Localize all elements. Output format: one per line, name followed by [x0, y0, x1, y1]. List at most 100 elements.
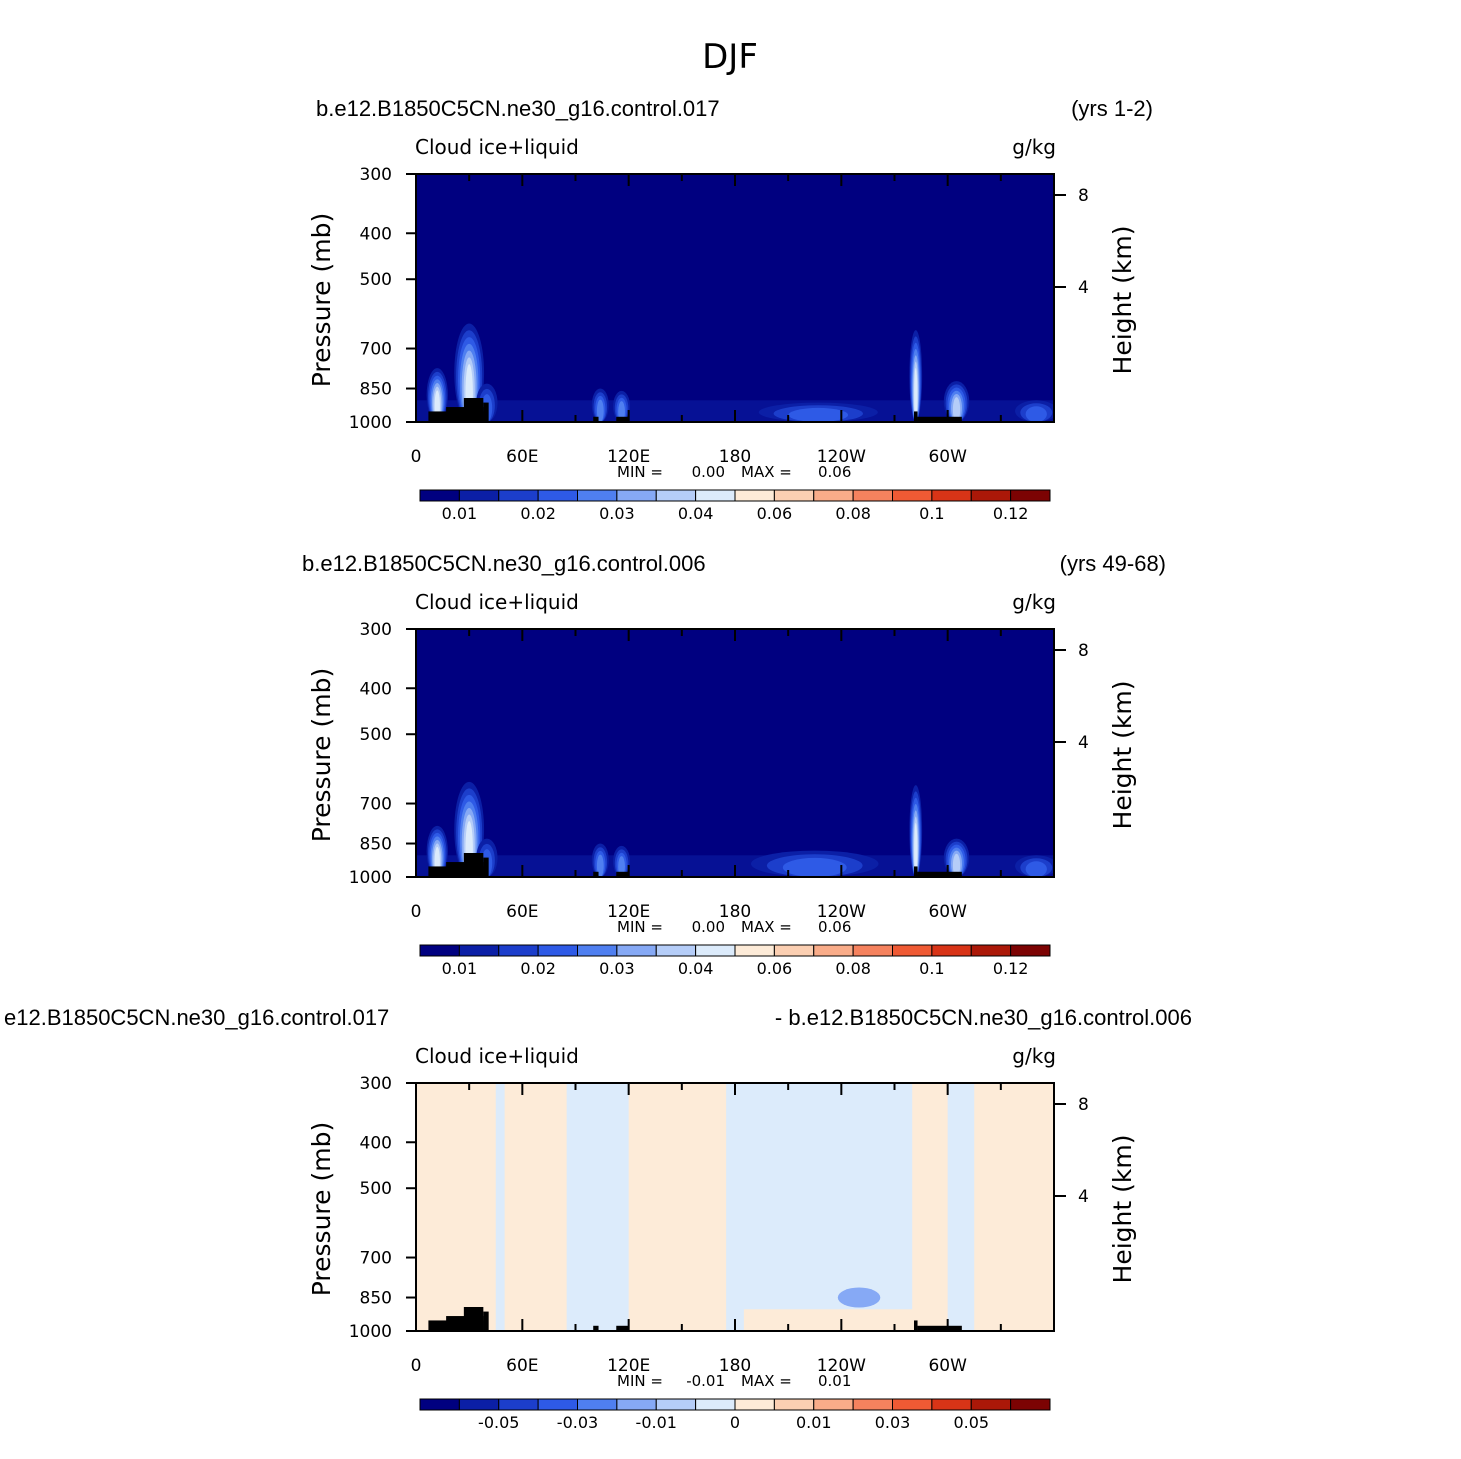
- colorbar-label: 0.03: [599, 504, 635, 523]
- colorbar: 0.01 0.02 0.03 0.04 0.06 0.08 0.1 0.12: [419, 944, 1051, 978]
- land-mask: [917, 871, 962, 877]
- x-tick-label: 60E: [506, 1356, 538, 1376]
- contour-maritime-w: [596, 854, 604, 877]
- colorbar-box: [695, 944, 736, 957]
- colorbar-box: [577, 489, 618, 502]
- colorbar-box: [419, 1398, 460, 1411]
- colorbar-box: [458, 944, 500, 957]
- land-mask: [483, 1311, 489, 1331]
- min-value: -0.01: [686, 1372, 725, 1390]
- y-tick-label: 700: [360, 1249, 392, 1269]
- colorbar-label: 0.08: [835, 504, 871, 523]
- x-tick-label: 180: [719, 902, 751, 922]
- case-label: e12.B1850C5CN.ne30_g16.control.017: [4, 1005, 389, 1030]
- colorbar-box: [616, 944, 657, 957]
- y2-tick-label: 4: [1078, 1187, 1089, 1207]
- min-value: 0.00: [692, 918, 725, 936]
- plot-area: [416, 1083, 1054, 1331]
- plot-area: [416, 629, 1054, 877]
- colorbar-box: [773, 944, 815, 957]
- y-tick-label: 850: [360, 835, 392, 855]
- colorbar-box: [773, 1398, 815, 1411]
- max-value: 0.06: [818, 918, 851, 936]
- x-tick-label: 120W: [817, 902, 866, 922]
- land-mask: [616, 416, 629, 422]
- colorbar-label: 0: [730, 1413, 740, 1432]
- colorbar-label: 0.03: [599, 959, 635, 978]
- max-label: MAX =: [741, 918, 792, 936]
- colorbar-box: [813, 1398, 854, 1411]
- y-axis-label: Pressure (mb): [307, 1122, 336, 1296]
- contour-maritime-w: [596, 399, 604, 422]
- colorbar-box: [1010, 489, 1051, 502]
- min-label: MIN =: [617, 463, 663, 481]
- positive-anomaly: [912, 1083, 948, 1331]
- y2-tick-label: 8: [1078, 1095, 1089, 1115]
- colorbar: 0.01 0.02 0.03 0.04 0.06 0.08 0.1 0.12: [419, 489, 1051, 523]
- positive-anomaly: [504, 1083, 567, 1331]
- colorbar-box: [1010, 1398, 1051, 1411]
- colorbar-box: [970, 944, 1012, 957]
- land-mask: [483, 402, 489, 422]
- colorbar-box: [734, 944, 775, 957]
- years-label: (yrs 49-68): [1060, 551, 1166, 576]
- colorbar-label: 0.06: [757, 959, 793, 978]
- land-mask: [917, 1325, 962, 1331]
- land-mask: [616, 1325, 629, 1331]
- colorbar-box: [931, 489, 972, 502]
- colorbar-box: [773, 489, 815, 502]
- land-mask: [463, 397, 484, 422]
- y-axis-label: Pressure (mb): [307, 668, 336, 842]
- colorbar-box: [655, 489, 697, 502]
- units-label: g/kg: [1012, 1044, 1056, 1068]
- positive-anomaly: [974, 1083, 1054, 1331]
- y-tick-label: 500: [360, 725, 392, 745]
- colorbar-label: 0.03: [875, 1413, 911, 1432]
- field-background: [416, 174, 1054, 422]
- max-value: 0.01: [818, 1372, 851, 1390]
- y-tick-label: 300: [360, 1074, 392, 1094]
- y-tick-label: 850: [360, 380, 392, 400]
- colorbar-label: 0.12: [993, 959, 1029, 978]
- colorbar-box: [655, 944, 697, 957]
- case-label: b.e12.B1850C5CN.ne30_g16.control.006: [302, 551, 706, 576]
- field-background: [416, 629, 1054, 877]
- land-mask: [593, 416, 599, 422]
- colorbar-box: [852, 944, 893, 957]
- colorbar-label: 0.04: [678, 504, 714, 523]
- y-tick-label: 300: [360, 165, 392, 185]
- colorbar-label: 0.04: [678, 959, 714, 978]
- variable-label: Cloud ice+liquid: [415, 590, 579, 614]
- panel-2: b.e12.B1850C5CN.ne30_g16.control.006 (yrs…: [302, 551, 1166, 978]
- units-label: g/kg: [1012, 135, 1056, 159]
- positive-anomaly: [416, 1083, 496, 1331]
- panel-3: e12.B1850C5CN.ne30_g16.control.017 - b.e1…: [4, 1005, 1192, 1432]
- case-label: b.e12.B1850C5CN.ne30_g16.control.017: [316, 96, 720, 121]
- y2-axis-label: Height (km): [1108, 681, 1137, 830]
- colorbar-box: [458, 1398, 500, 1411]
- y2-tick-label: 4: [1078, 278, 1089, 298]
- land-mask: [593, 871, 599, 877]
- colorbar-box: [537, 944, 578, 957]
- x-tick-label: 60W: [928, 1356, 967, 1376]
- contour-andes: [914, 367, 918, 422]
- y-tick-label: 500: [360, 1179, 392, 1199]
- colorbar-label: 0.1: [919, 504, 944, 523]
- colorbar-box: [892, 944, 933, 957]
- colorbar-box: [970, 489, 1012, 502]
- colorbar-box: [695, 489, 736, 502]
- colorbar-label: 0.02: [520, 504, 556, 523]
- colorbar-label: 0.06: [757, 504, 793, 523]
- colorbar-box: [498, 489, 539, 502]
- colorbar-box: [734, 489, 775, 502]
- colorbar-label: 0.01: [442, 504, 478, 523]
- colorbar-box: [1010, 944, 1051, 957]
- x-tick-label: 60W: [928, 902, 967, 922]
- y-tick-label: 850: [360, 1289, 392, 1309]
- x-tick-label: 60W: [928, 447, 967, 467]
- min-value: 0.00: [692, 463, 725, 481]
- contour-amazon: [952, 853, 961, 877]
- colorbar-box: [734, 1398, 775, 1411]
- positive-anomaly: [628, 1083, 727, 1331]
